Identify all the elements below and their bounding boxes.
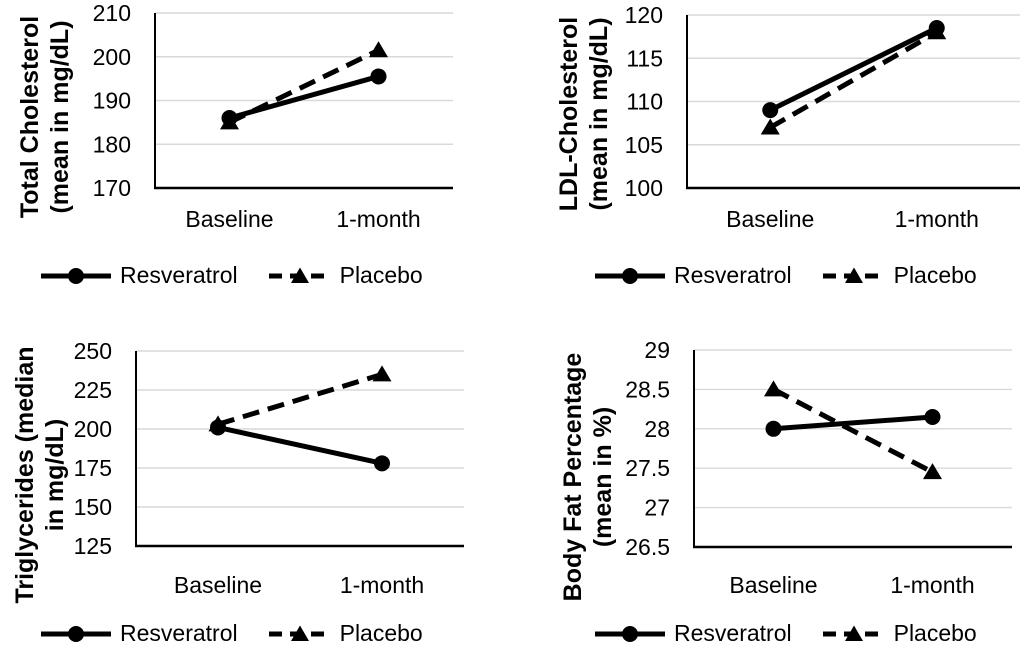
chart-triglycerides: Triglycerides (median in mg/dL) 125 150 17…: [0, 320, 512, 652]
chart-ldl-cholesterol: LDL-Cholesterol (mean in mg/dL) 100 105 11…: [512, 0, 1024, 320]
marker-circle-resveratrol: [765, 420, 782, 437]
legend-swatch-circle-icon: [595, 625, 665, 642]
legend-label: Resveratrol: [674, 620, 792, 646]
y-tick-label: 150: [74, 494, 112, 520]
line-chart-svg: 26.5 27 27.5 28 28.5 29 Baseline 1-month: [625, 337, 1012, 598]
series-line-resveratrol: [773, 414, 933, 432]
legend-swatch-triangle-icon: [268, 267, 331, 283]
y-tick-label: 29: [644, 337, 670, 363]
y-tick-label: 200: [93, 44, 131, 70]
legend-label: Placebo: [339, 262, 423, 288]
x-tick-label: Baseline: [174, 572, 262, 598]
series-line-resveratrol: [217, 424, 383, 466]
x-tick-label: 1-month: [895, 206, 979, 232]
y-tick-label: 100: [625, 175, 663, 201]
marker-triangle-placebo: [369, 41, 388, 58]
legend-swatch-triangle-icon: [822, 267, 885, 283]
y-tick-label: 27.5: [625, 455, 670, 481]
x-tick-label: 1-month: [336, 206, 420, 232]
marker-triangle-placebo: [764, 380, 783, 397]
y-tick-label: 175: [74, 455, 112, 481]
legend-item-placebo: Placebo: [822, 620, 977, 647]
y-tick-label: 190: [93, 88, 131, 114]
marker-circle-resveratrol: [210, 419, 226, 436]
chart-legend: Resveratrol Placebo: [594, 262, 977, 289]
legend-swatch-triangle-icon: [822, 625, 885, 641]
marker-circle-resveratrol: [221, 110, 238, 126]
chart-legend: Resveratrol Placebo: [594, 620, 977, 647]
series-line-placebo: [772, 387, 934, 475]
legend-label: Placebo: [893, 262, 977, 288]
marker-triangle-placebo: [760, 118, 780, 135]
line-chart-svg: 170 180 190 200 210 Baseline 1-month: [93, 0, 453, 232]
legend-item-resveratrol: Resveratrol: [40, 262, 238, 289]
y-tick-label: 180: [93, 131, 131, 157]
marker-circle-resveratrol: [370, 68, 387, 85]
series-line-placebo: [769, 30, 938, 130]
y-tick-label: 110: [626, 89, 663, 115]
marker-triangle-placebo: [923, 463, 942, 480]
legend-swatch-circle-icon: [41, 267, 111, 284]
series-line-resveratrol: [228, 74, 380, 121]
legend-item-placebo: Placebo: [822, 262, 977, 289]
line-chart-svg: 100 105 110 115 120 Baseline 1-month: [625, 2, 1020, 232]
series-line-resveratrol: [769, 25, 938, 113]
legend-label: Resveratrol: [120, 620, 238, 646]
y-tick-label: 28: [644, 416, 670, 442]
legend-label: Placebo: [339, 620, 423, 646]
y-tick-label: 28.5: [625, 376, 670, 402]
marker-triangle-placebo: [372, 365, 392, 382]
marker-circle-resveratrol: [762, 102, 779, 119]
chart-body-fat-percentage: Body Fat Percentage (mean in %) 26.5 27 27…: [512, 320, 1024, 652]
legend-item-placebo: Placebo: [268, 262, 423, 289]
line-chart-svg: 125 150 175 200 225 250 Baseline 1-month: [74, 338, 464, 598]
legend-swatch-triangle-icon: [268, 625, 331, 641]
marker-circle-resveratrol: [924, 408, 941, 425]
x-tick-label: Baseline: [729, 572, 817, 598]
chart-legend: Resveratrol Placebo: [40, 620, 423, 647]
marker-circle-resveratrol: [374, 455, 390, 472]
x-tick-label: Baseline: [185, 206, 273, 232]
x-tick-label: 1-month: [890, 572, 974, 598]
legend-swatch-circle-icon: [41, 625, 111, 642]
series-line-placebo: [217, 372, 383, 427]
legend-item-resveratrol: Resveratrol: [594, 262, 792, 289]
legend-swatch-circle-icon: [595, 267, 665, 284]
series-line-placebo: [228, 47, 380, 125]
chart-legend: Resveratrol Placebo: [40, 262, 423, 289]
legend-item-placebo: Placebo: [268, 620, 423, 647]
y-tick-label: 225: [74, 377, 112, 403]
y-tick-label: 115: [626, 45, 663, 71]
x-tick-label: Baseline: [726, 206, 814, 232]
y-tick-label: 210: [93, 0, 131, 26]
chart-total-cholesterol: Total Cholesterol (mean in mg/dL) 170 180…: [0, 0, 512, 320]
y-tick-label: 125: [74, 533, 112, 559]
legend-label: Resveratrol: [674, 262, 792, 288]
y-tick-label: 120: [625, 2, 663, 28]
y-tick-label: 27: [644, 495, 670, 521]
y-tick-label: 250: [74, 338, 112, 364]
legend-item-resveratrol: Resveratrol: [594, 620, 792, 647]
legend-label: Resveratrol: [120, 262, 238, 288]
y-tick-label: 105: [625, 132, 663, 158]
y-tick-label: 170: [93, 175, 131, 201]
legend-label: Placebo: [893, 620, 977, 646]
marker-circle-resveratrol: [928, 19, 945, 36]
y-tick-label: 26.5: [625, 534, 670, 560]
legend-item-resveratrol: Resveratrol: [40, 620, 238, 647]
y-tick-label: 200: [74, 416, 112, 442]
x-tick-label: 1-month: [340, 572, 424, 598]
